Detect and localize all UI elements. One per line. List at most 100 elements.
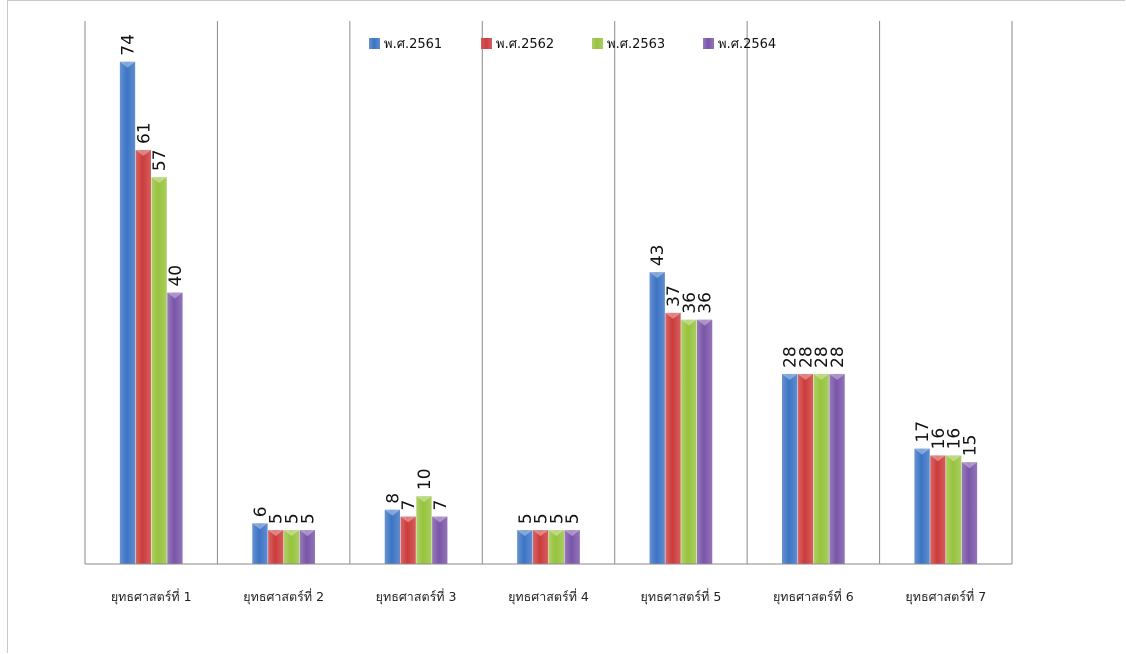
bar-top-bevel xyxy=(681,319,697,326)
bar-top-bevel xyxy=(782,373,798,380)
bar-2561-cat-5 xyxy=(649,272,665,564)
data-label: 61 xyxy=(134,122,154,144)
bar-top-bevel xyxy=(517,530,533,537)
bar-top-bevel xyxy=(813,373,829,380)
data-label: 16 xyxy=(929,428,949,450)
bar-2563-cat-5 xyxy=(681,319,697,564)
bar-top-bevel xyxy=(167,292,183,299)
data-label: 36 xyxy=(696,292,716,314)
bar-2563-cat-6 xyxy=(813,373,829,564)
bar-2564-cat-1 xyxy=(167,292,183,564)
bar-top-bevel xyxy=(829,373,845,380)
legend-swatch xyxy=(703,38,714,49)
data-label: 10 xyxy=(415,468,435,490)
bar-2564-cat-3 xyxy=(432,516,448,564)
bar-2561-cat-4 xyxy=(517,530,533,564)
legend-swatch xyxy=(481,38,492,49)
x-axis: ยุทธศาสตร์ที่ 1 ยุทธศาสตร์ที่ 2 ยุทธศาสตร์… xyxy=(85,563,1012,605)
bar-top-bevel xyxy=(384,509,401,516)
bar-top-bevel xyxy=(151,177,167,184)
data-label: 7 xyxy=(431,500,451,511)
bar-2562-cat-1 xyxy=(135,149,151,564)
bar-top-bevel xyxy=(649,272,665,279)
bar-2564-cat-6 xyxy=(829,373,845,564)
data-label: 5 xyxy=(563,513,583,524)
bar-2563-cat-2 xyxy=(283,530,300,564)
bar-top-bevel xyxy=(268,530,284,537)
data-label: 37 xyxy=(664,285,684,307)
bar-top-bevel xyxy=(252,523,268,530)
bar-2564-cat-2 xyxy=(299,530,315,564)
bar-2562-cat-7 xyxy=(930,455,946,564)
x-tick-label: ยุทธศาสตร์ที่ 1 xyxy=(111,588,192,605)
bar-top-bevel xyxy=(119,61,136,68)
data-label: 43 xyxy=(648,244,668,266)
bars xyxy=(119,61,978,565)
legend-label: พ.ศ.2561 xyxy=(384,37,442,52)
data-label: 8 xyxy=(383,493,403,504)
data-label: 28 xyxy=(796,346,816,368)
bar-2561-cat-2 xyxy=(252,523,268,564)
bar-2562-cat-3 xyxy=(400,516,416,564)
bar-top-bevel xyxy=(416,496,432,503)
legend-label: พ.ศ.2562 xyxy=(496,37,554,52)
data-label: 15 xyxy=(960,435,980,457)
bar-2563-cat-3 xyxy=(416,496,432,564)
data-label: 5 xyxy=(532,513,552,524)
data-labels: 7461574065558710755554337363628282828171… xyxy=(119,34,981,524)
legend-label: พ.ศ.2563 xyxy=(607,37,665,52)
bar-top-bevel xyxy=(564,530,580,537)
bar-top-bevel xyxy=(946,455,962,462)
data-label: 36 xyxy=(680,292,700,314)
bar-top-bevel xyxy=(299,530,315,537)
data-label: 5 xyxy=(298,513,318,524)
bar-2563-cat-7 xyxy=(946,455,962,564)
bar-2561-cat-3 xyxy=(384,509,401,564)
bar-top-bevel xyxy=(914,448,930,455)
data-label: 5 xyxy=(516,513,536,524)
x-tick-label: ยุทธศาสตร์ที่ 3 xyxy=(376,588,457,605)
x-tick-label: ยุทธศาสตร์ที่ 4 xyxy=(508,588,589,605)
data-label: 57 xyxy=(150,149,170,171)
bar-top-bevel xyxy=(696,319,713,326)
chart-frame xyxy=(7,0,1125,653)
bar-2564-cat-4 xyxy=(564,530,580,564)
bar-2562-cat-4 xyxy=(532,530,549,564)
x-tick-label: ยุทธศาสตร์ที่ 7 xyxy=(905,588,986,605)
bar-2561-cat-7 xyxy=(914,448,930,564)
data-label: 28 xyxy=(812,346,832,368)
data-label: 28 xyxy=(781,346,801,368)
legend: พ.ศ.2561 พ.ศ.2562 พ.ศ.2563 พ.ศ.2564 xyxy=(369,37,776,52)
x-tick-label: ยุทธศาสตร์ที่ 5 xyxy=(641,588,722,605)
bar-top-bevel xyxy=(961,462,978,469)
data-label: 40 xyxy=(166,265,186,287)
data-label: 6 xyxy=(251,506,271,517)
bar-2562-cat-2 xyxy=(268,530,284,564)
data-label: 5 xyxy=(283,513,303,524)
bar-top-bevel xyxy=(432,516,448,523)
bar-2561-cat-6 xyxy=(782,373,798,564)
bar-2562-cat-5 xyxy=(665,312,681,564)
data-label: 28 xyxy=(828,346,848,368)
gridlines xyxy=(84,21,1013,564)
data-label: 74 xyxy=(119,34,139,56)
bar-top-bevel xyxy=(135,149,151,156)
bar-top-bevel xyxy=(548,530,565,537)
bar-top-bevel xyxy=(400,516,416,523)
bar-top-bevel xyxy=(665,312,681,319)
legend-swatch xyxy=(369,38,380,49)
bar-top-bevel xyxy=(797,373,814,380)
bar-2562-cat-6 xyxy=(797,373,814,564)
data-label: 17 xyxy=(913,421,933,443)
data-label: 7 xyxy=(399,500,419,511)
legend-label: พ.ศ.2564 xyxy=(718,37,776,52)
bar-2564-cat-5 xyxy=(696,319,713,564)
bar-2563-cat-4 xyxy=(548,530,565,564)
x-tick-label: ยุทธศาสตร์ที่ 6 xyxy=(773,588,854,605)
legend-swatch xyxy=(592,38,603,49)
data-label: 5 xyxy=(547,513,567,524)
bar-2564-cat-7 xyxy=(961,462,978,564)
bar-top-bevel xyxy=(532,530,549,537)
bar-2563-cat-1 xyxy=(151,177,167,565)
